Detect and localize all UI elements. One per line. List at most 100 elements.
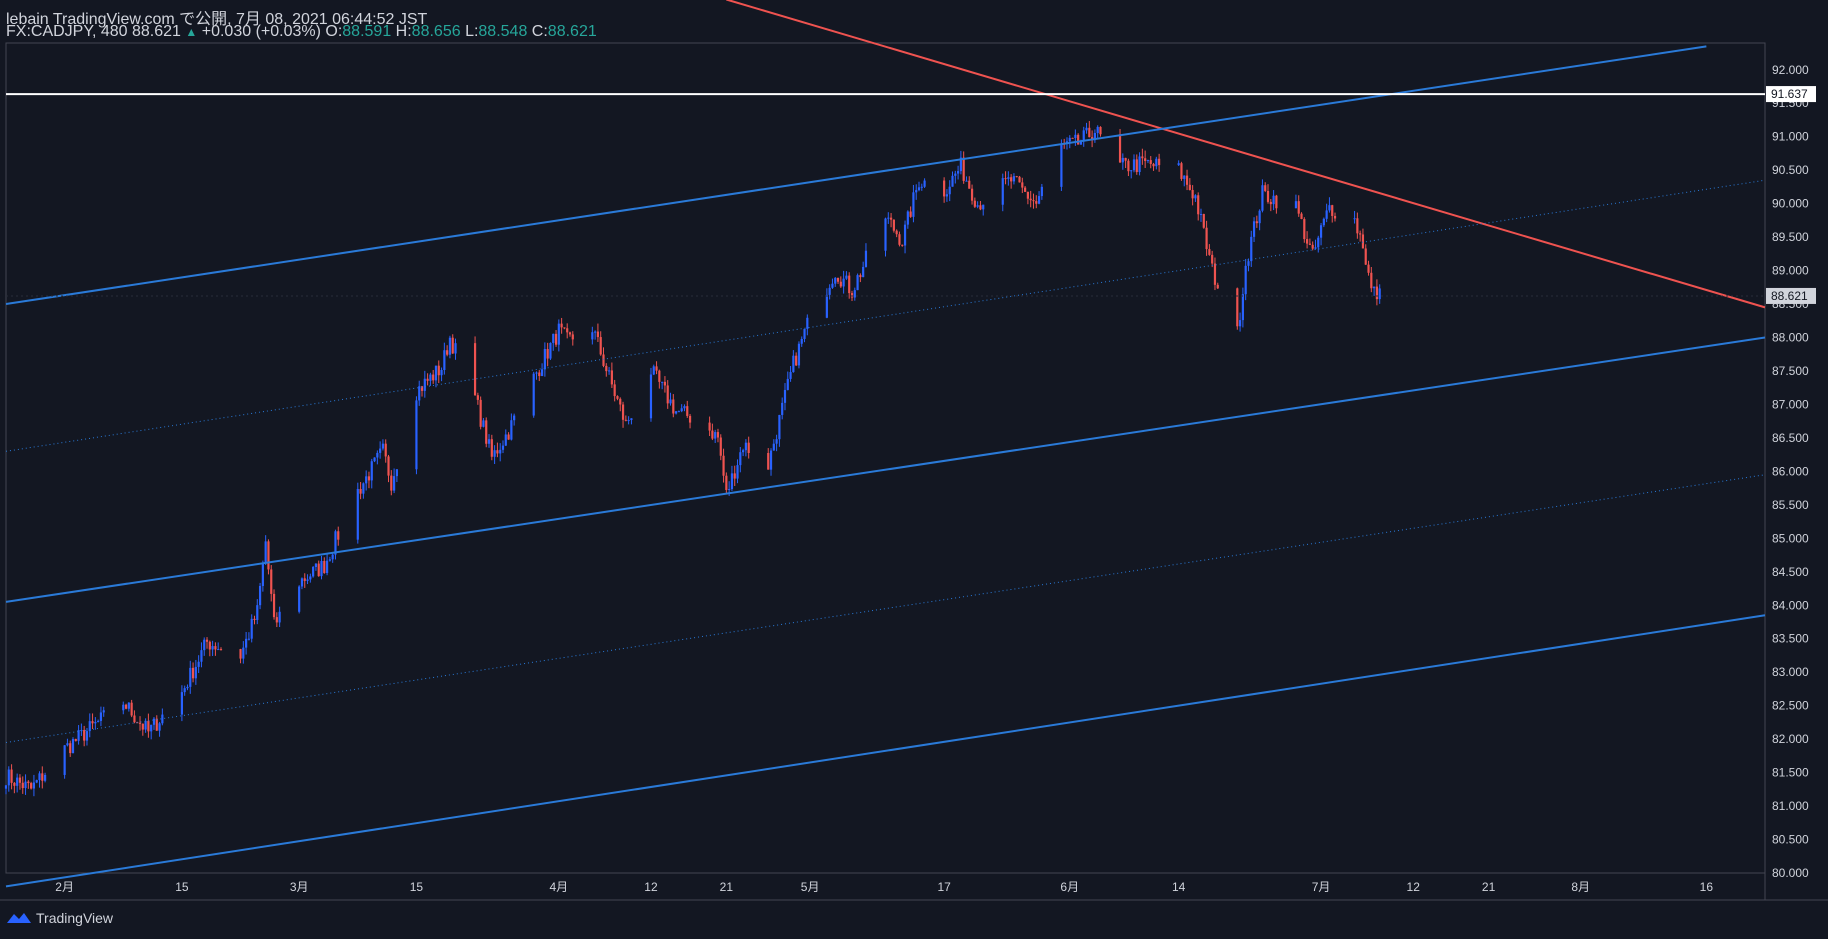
- candle-body: [1261, 185, 1264, 211]
- candle-body: [392, 476, 396, 491]
- symbol-label[interactable]: FX:CADJPY, 480: [6, 23, 128, 40]
- candle-body: [945, 194, 949, 197]
- candle-body: [208, 641, 211, 650]
- candle-body: [923, 180, 926, 187]
- candle-body: [962, 157, 965, 181]
- trendline-channel-mid-upper[interactable]: [5, 179, 1766, 452]
- trendline-channel-top[interactable]: [5, 45, 1707, 306]
- candle-body: [828, 287, 831, 295]
- candle-body: [1060, 143, 1063, 187]
- candle-body: [686, 406, 689, 416]
- x-tick-label: 7月: [1312, 880, 1331, 894]
- candle-body: [158, 723, 161, 731]
- candle-body: [1370, 272, 1373, 289]
- candle-body: [1325, 210, 1328, 219]
- candle-body: [102, 710, 105, 713]
- candle-body: [320, 560, 323, 577]
- candle-body: [853, 290, 856, 298]
- trendline-channel-bottom[interactable]: [5, 614, 1766, 888]
- candle-body: [152, 718, 156, 725]
- y-tick-label: 87.500: [1772, 364, 1809, 378]
- candle-body: [845, 275, 848, 279]
- candle-body: [331, 554, 334, 560]
- candle-body: [722, 455, 725, 476]
- footer-brand[interactable]: TradingView: [6, 910, 113, 926]
- hline-price-text: 91.637: [1771, 87, 1808, 101]
- candle-body: [487, 439, 491, 444]
- time-axis[interactable]: 2月 15 3月 15 4月 12 21 5月 17 6月 14 7月 12 21 8月 16: [55, 880, 1713, 894]
- candle-body: [1099, 126, 1102, 135]
- candle-body: [744, 442, 747, 451]
- candle-body: [94, 721, 97, 724]
- candle-body: [83, 730, 86, 741]
- candle-body: [719, 437, 722, 456]
- candle-body: [1294, 201, 1298, 209]
- candle-body: [1300, 213, 1303, 220]
- candle-body: [781, 402, 784, 415]
- candle-body: [680, 408, 683, 412]
- candle-body: [1141, 156, 1144, 159]
- trendline-channel-mid-lower[interactable]: [5, 474, 1766, 743]
- y-tick-label: 88.000: [1772, 331, 1809, 345]
- price-axis[interactable]: 80.000 80.500 81.000 81.500 82.000 82.500 83.0…: [1772, 63, 1809, 880]
- trendlines-layer[interactable]: [5, 0, 1766, 888]
- candle-body: [1155, 158, 1158, 167]
- candle-body: [1093, 132, 1097, 141]
- candle-body: [736, 465, 739, 479]
- candle-body: [144, 720, 147, 730]
- candle-body: [1191, 189, 1194, 199]
- candle-body: [549, 342, 552, 359]
- candle-body: [510, 420, 513, 440]
- candle-body: [239, 649, 242, 659]
- high-label: H:: [395, 23, 412, 40]
- candle-body: [1328, 205, 1331, 211]
- candle-body: [677, 411, 680, 413]
- candle-body: [652, 366, 655, 375]
- candle-body: [1068, 137, 1071, 142]
- candle-body: [683, 406, 686, 409]
- candle-body: [1356, 218, 1359, 234]
- publish-line: lebain TradingView.com で公開, 7月 08, 2021 …: [6, 11, 428, 28]
- candle-body: [1015, 176, 1018, 178]
- candle-body: [778, 414, 781, 440]
- candle-body: [546, 348, 549, 359]
- candle-body: [138, 722, 142, 724]
- candle-body: [1074, 134, 1077, 139]
- candle-body: [298, 586, 301, 612]
- candle-body: [716, 432, 720, 438]
- candle-body: [71, 739, 75, 754]
- candle-body: [323, 560, 326, 574]
- candle-body: [951, 175, 954, 187]
- candle-body: [376, 452, 379, 458]
- candle-body: [443, 350, 446, 370]
- candle-body: [217, 649, 220, 651]
- candle-body: [1250, 236, 1253, 262]
- candle-body: [1364, 248, 1367, 265]
- y-tick-label: 81.000: [1772, 799, 1809, 813]
- trendline-channel-middle[interactable]: [5, 336, 1766, 603]
- candle-body: [205, 639, 209, 642]
- candle-body: [803, 328, 806, 339]
- candle-body: [245, 638, 248, 648]
- candle-body: [191, 667, 195, 679]
- candle-body: [1202, 214, 1205, 228]
- candle-body: [482, 420, 485, 427]
- candle-body: [325, 560, 329, 574]
- trendline-resistance[interactable]: [726, 0, 1766, 309]
- candle-body: [800, 338, 803, 344]
- candle-body: [1088, 127, 1091, 138]
- candle-body: [499, 449, 502, 454]
- candle-body: [155, 718, 158, 731]
- candle-body: [602, 354, 605, 366]
- candle-body: [496, 450, 499, 454]
- candle-body: [557, 323, 560, 345]
- candle-body: [605, 365, 608, 372]
- candle-body: [270, 569, 273, 594]
- last-price-tag: [1766, 287, 1816, 304]
- candle-body: [795, 355, 798, 366]
- candle-body: [30, 783, 33, 789]
- candle-body: [903, 224, 907, 246]
- y-tick-label: 82.000: [1772, 732, 1809, 746]
- candle-body: [649, 374, 653, 419]
